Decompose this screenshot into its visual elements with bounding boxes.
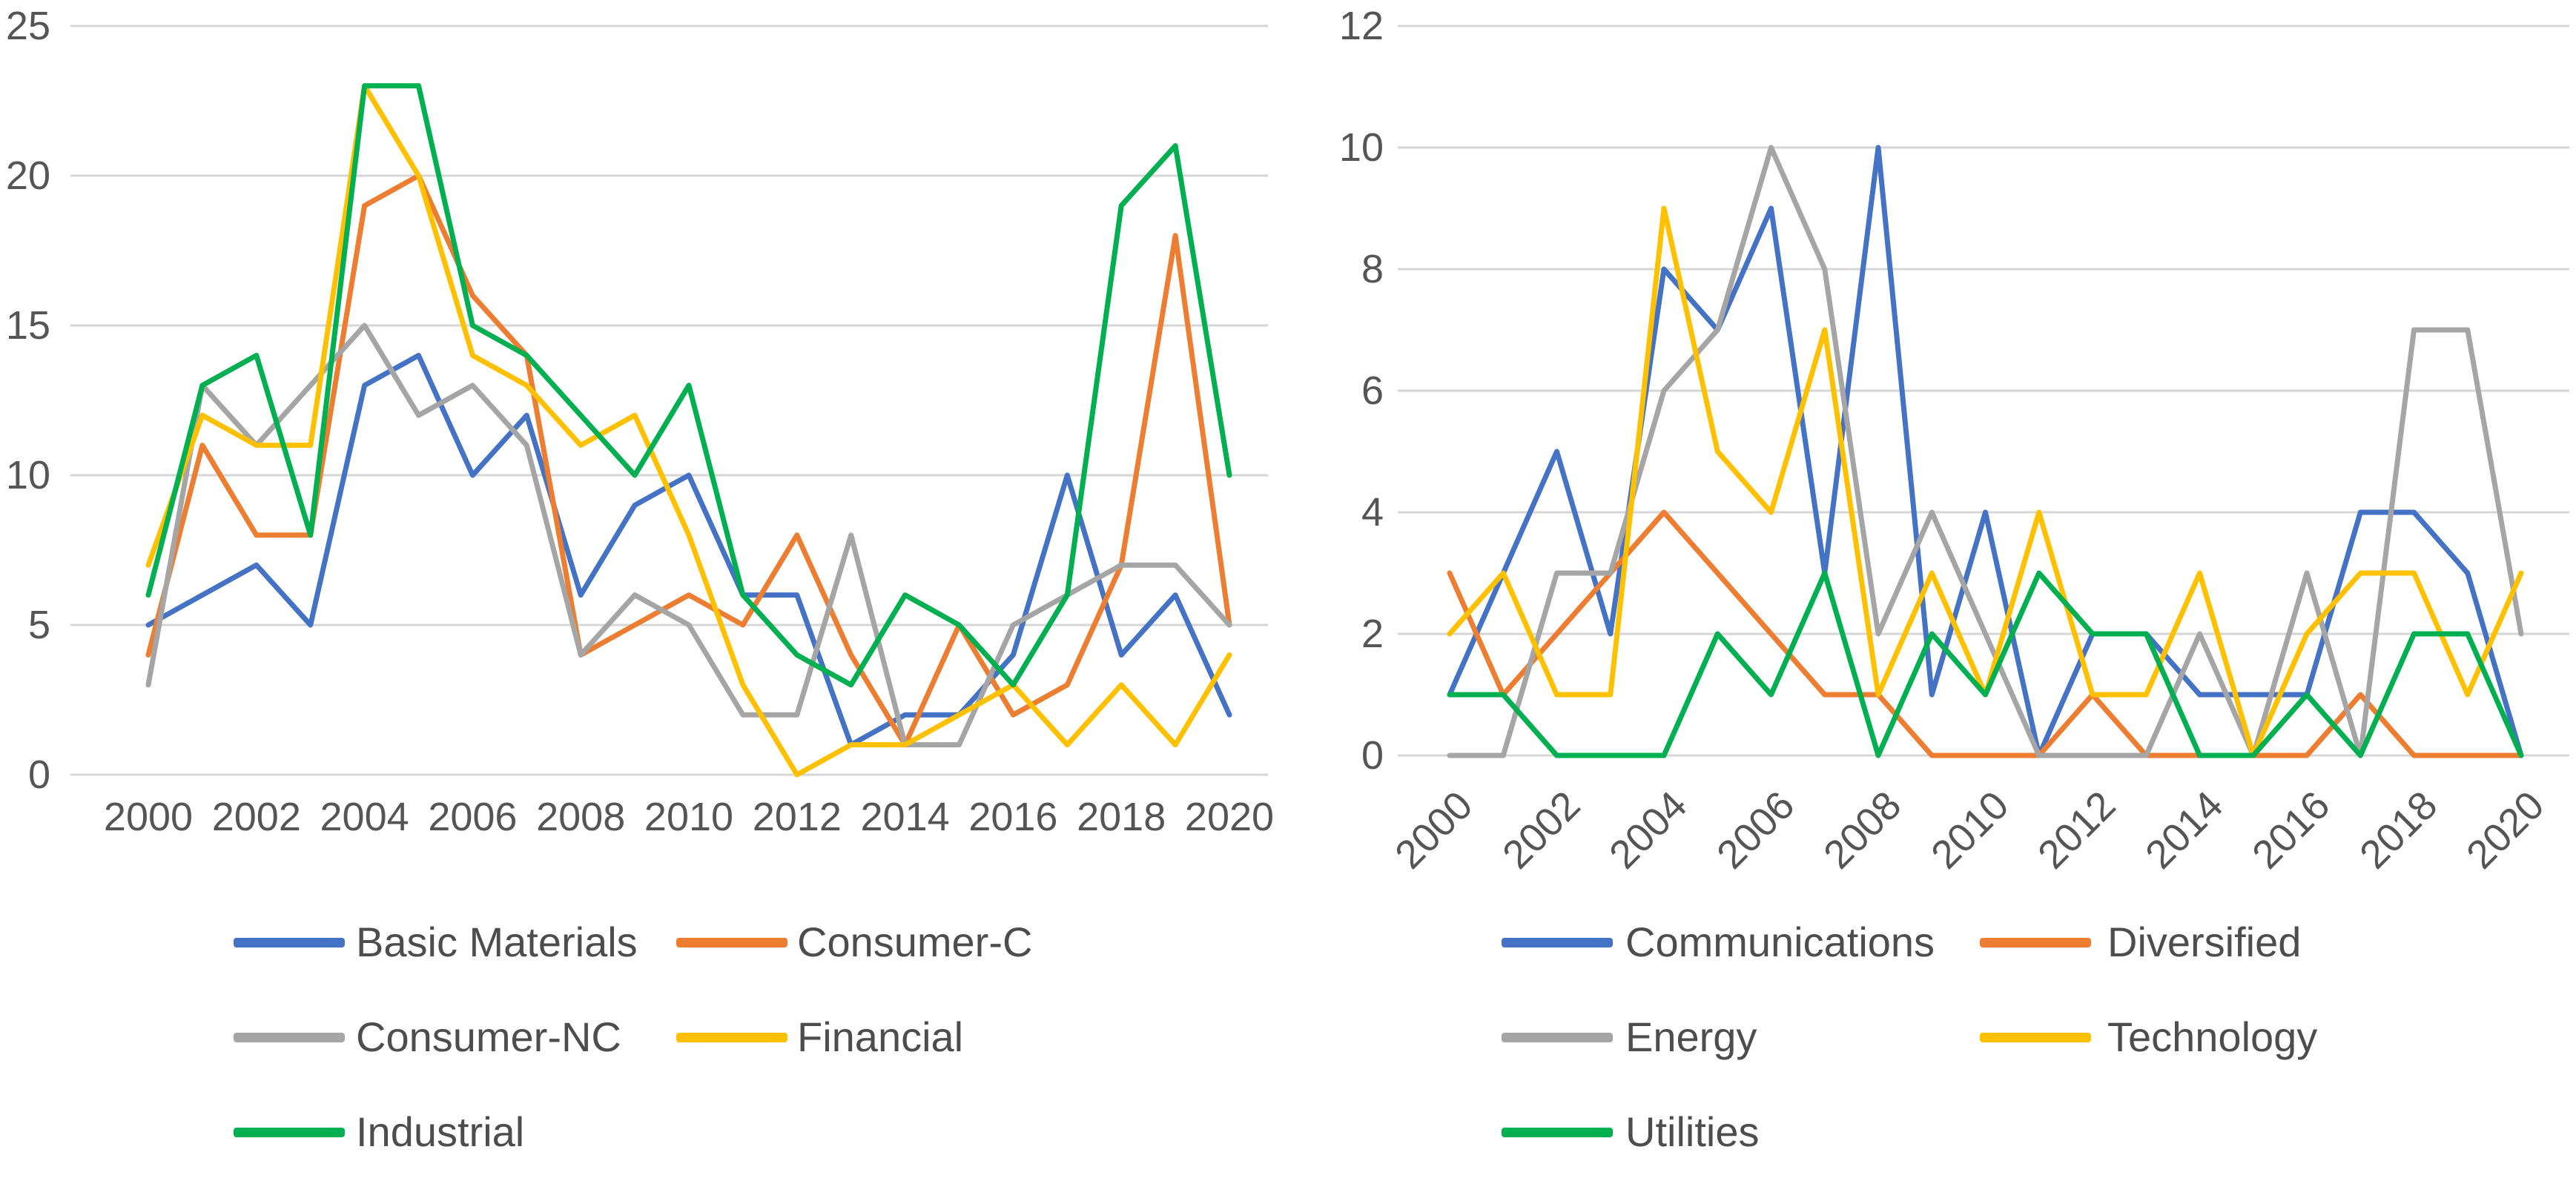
y-axis-tick-label: 5 <box>27 603 50 647</box>
legend-label: Consumer-C <box>797 919 1033 965</box>
legend-item-consumer-nc: Consumer-NC <box>0 1013 2576 1061</box>
legend-label: Financial <box>797 1013 964 1060</box>
legend-label: Industrial <box>356 1108 525 1155</box>
legend-item-utilities: Utilities <box>0 1108 2576 1156</box>
x-axis-tick-label: 2000 <box>103 795 194 839</box>
y-axis-tick-label: 15 <box>5 303 50 348</box>
legend-swatch-industrial <box>234 1128 345 1137</box>
series-line-communications <box>1447 145 2524 758</box>
x-axis-tick-label: 2006 <box>428 795 518 839</box>
x-axis-tick-label: 2016 <box>968 795 1058 839</box>
legend-label: Consumer-NC <box>356 1013 621 1060</box>
legend-swatch-energy <box>1502 1033 1613 1042</box>
legend-item-consumer-c: Consumer-C <box>0 919 2576 966</box>
legend-swatch-utilities <box>1502 1128 1613 1137</box>
x-axis-tick-label: 2004 <box>320 795 409 839</box>
legend-label: Energy <box>1625 1013 1757 1060</box>
series-line-consumer-c <box>145 173 1232 748</box>
legend-label: Basic Materials <box>356 919 638 965</box>
y-axis-tick-label: 6 <box>1361 368 1384 413</box>
legend-label: Diversified <box>2107 919 2302 965</box>
legend-item-industrial: Industrial <box>0 1108 2576 1156</box>
legend-label: Communications <box>1625 919 1935 965</box>
y-axis-tick-label: 0 <box>1361 733 1384 778</box>
series-line-basic-materials <box>145 352 1232 748</box>
legend-swatch-communications <box>1502 938 1613 947</box>
legend-swatch-financial <box>676 1033 787 1042</box>
series-line-utilities <box>1447 570 2524 758</box>
x-axis-tick-label: 2010 <box>644 795 734 839</box>
legend-item-communications: Communications <box>0 919 2576 966</box>
legend-swatch-technology <box>1980 1033 2091 1042</box>
legend-label: Technology <box>2107 1013 2318 1060</box>
y-axis-tick-label: 2 <box>1361 612 1384 656</box>
x-axis-tick-label: 2014 <box>860 795 950 839</box>
series-line-industrial <box>145 83 1232 688</box>
y-axis-tick-label: 10 <box>1338 125 1384 170</box>
x-axis-tick-label: 2018 <box>1077 795 1166 839</box>
y-axis-tick-label: 8 <box>1361 247 1384 291</box>
legend-swatch-consumer-nc <box>234 1033 345 1042</box>
x-axis-tick-label: 2008 <box>536 795 626 839</box>
legend-swatch-consumer-c <box>676 938 787 947</box>
series-line-financial <box>145 83 1232 778</box>
legend-item-basic-materials: Basic Materials <box>0 919 2576 966</box>
legend-item-technology: Technology <box>0 1013 2576 1061</box>
legend-label: Utilities <box>1625 1108 1760 1155</box>
y-axis-tick-label: 25 <box>5 4 50 48</box>
legend-swatch-diversified <box>1980 938 2091 947</box>
legend-swatch-basic-materials <box>234 938 345 947</box>
y-axis-tick-label: 20 <box>5 153 50 198</box>
y-axis-tick-label: 4 <box>1361 490 1384 535</box>
legend-item-energy: Energy <box>0 1013 2576 1061</box>
y-axis-tick-label: 0 <box>27 752 50 797</box>
y-axis-tick-label: 10 <box>5 453 50 497</box>
y-axis-tick-label: 12 <box>1338 4 1384 48</box>
legend-item-financial: Financial <box>0 1013 2576 1061</box>
x-axis-tick-label: 2020 <box>1184 795 1275 839</box>
series-line-technology <box>1447 205 2524 758</box>
x-axis-tick-label: 2002 <box>211 795 301 839</box>
legend-item-diversified: Diversified <box>0 919 2576 966</box>
series-line-energy <box>1447 145 2524 758</box>
x-axis-tick-label: 2012 <box>752 795 842 839</box>
